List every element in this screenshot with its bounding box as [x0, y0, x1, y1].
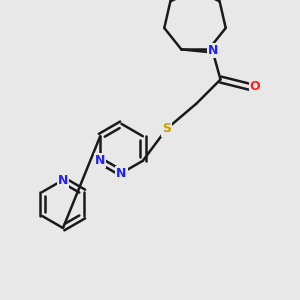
Text: O: O	[250, 80, 260, 94]
Text: N: N	[208, 44, 218, 58]
Text: N: N	[95, 154, 105, 167]
Text: N: N	[58, 173, 68, 187]
Text: S: S	[162, 122, 171, 136]
Text: N: N	[116, 167, 127, 180]
